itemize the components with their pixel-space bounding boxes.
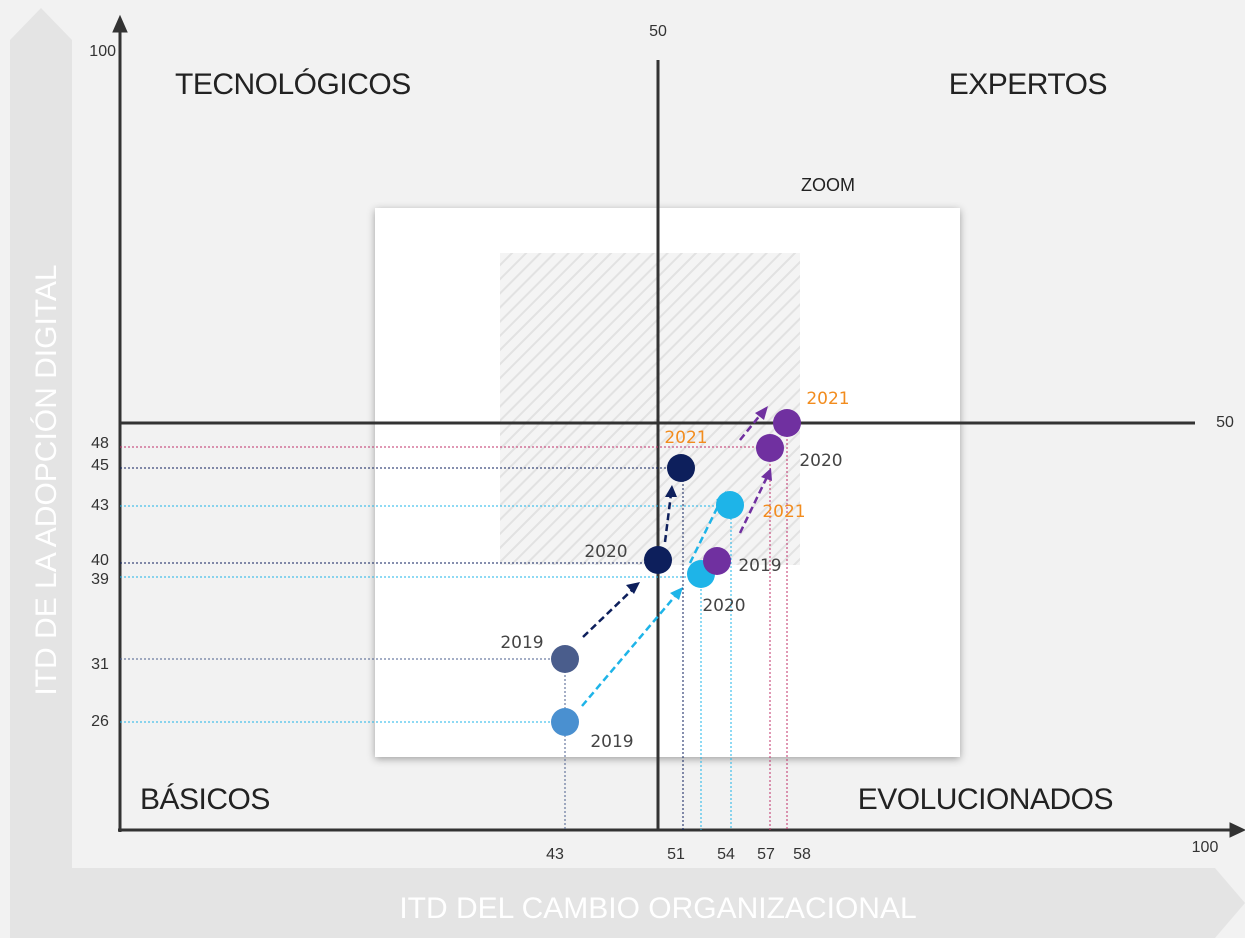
arrows — [581, 413, 769, 707]
quadrant-label: TECNOLÓGICOS — [175, 68, 411, 101]
point-label: 2021 — [762, 502, 805, 522]
point-label: 2019 — [500, 633, 543, 653]
y-tick-label: 39 — [91, 571, 109, 588]
x-tick-label: 58 — [793, 846, 811, 863]
y-tick-label: 31 — [91, 656, 109, 673]
point-label: 2020 — [584, 542, 627, 562]
y-tick-label: 45 — [91, 457, 109, 474]
y-tick-label: 48 — [91, 435, 109, 452]
quadrant-label: BÁSICOS — [140, 783, 270, 816]
point-label: 2019 — [590, 732, 633, 752]
y-tick-label: 40 — [91, 552, 109, 569]
x-mid-label: 50 — [649, 23, 667, 40]
x-max-label: 100 — [1192, 839, 1219, 856]
x-tick-label: 51 — [667, 846, 685, 863]
quadrant-label: EVOLUCIONADOS — [858, 783, 1113, 816]
x-tick-label: 57 — [757, 846, 775, 863]
y-tick-label: 26 — [91, 713, 109, 730]
y-axis-title: ITD DE LA ADOPCIÓN DIGITAL — [30, 264, 63, 695]
point-label: 2019 — [738, 556, 781, 576]
y-tick-label: 43 — [91, 497, 109, 514]
axes — [112, 14, 1245, 838]
x-tick-label: 54 — [717, 846, 735, 863]
point-label: 2021 — [664, 428, 707, 448]
x-axis-title: ITD DEL CAMBIO ORGANIZACIONAL — [399, 892, 916, 925]
zoom-label: ZOOM — [801, 175, 855, 195]
x-tick-label: 43 — [546, 846, 564, 863]
point-label: 2020 — [799, 451, 842, 471]
points — [551, 409, 801, 736]
guides — [120, 423, 788, 830]
point-label: 2020 — [702, 596, 745, 616]
y-max-label: 100 — [89, 43, 116, 60]
hatched-area — [500, 253, 800, 565]
quadrant-label: EXPERTOS — [949, 68, 1107, 101]
point-label: 2021 — [806, 389, 849, 409]
y-mid-label: 50 — [1216, 414, 1234, 431]
